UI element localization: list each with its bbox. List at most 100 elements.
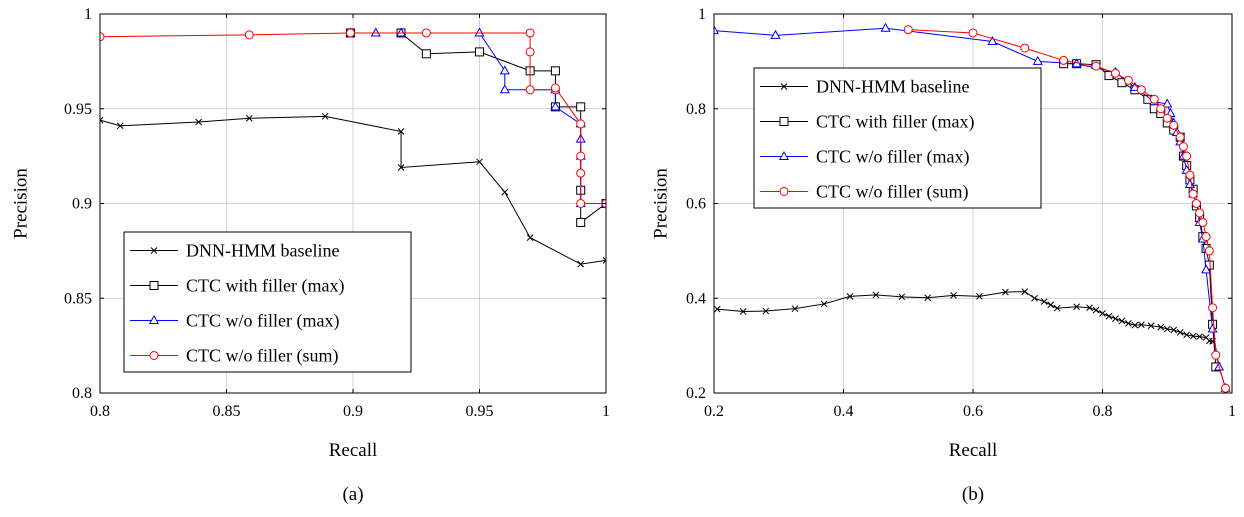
x-tick-label: 1 — [1228, 403, 1236, 420]
data-point — [872, 291, 880, 299]
data-point — [525, 28, 535, 38]
data-point — [987, 35, 998, 45]
data-point — [762, 307, 770, 315]
legend-marker — [778, 150, 790, 160]
x-tick-label: 0.6 — [963, 403, 983, 420]
y-tick-label: 0.4 — [686, 290, 706, 307]
data-point — [1169, 120, 1179, 130]
data-point — [576, 168, 586, 178]
legend: DNN-HMM baseline CTC with filler (max) CTC… — [123, 231, 412, 373]
data-point — [576, 119, 586, 129]
subfigure-caption: (b) — [962, 484, 984, 505]
data-point — [924, 294, 932, 302]
y-tick-label: 0.8 — [72, 385, 92, 402]
legend-box — [123, 231, 412, 373]
x-axis-label: Recall — [949, 440, 998, 461]
y-tick-label: 0.6 — [686, 196, 706, 213]
series-line — [1063, 63, 1217, 367]
data-point — [100, 32, 105, 42]
data-point — [714, 305, 721, 313]
data-point — [1163, 325, 1171, 333]
legend-marker — [779, 117, 789, 126]
x-tick-label: 0.8 — [90, 403, 110, 420]
legend-label: DNN-HMM baseline — [186, 241, 339, 261]
data-point — [880, 22, 891, 32]
data-point — [1198, 217, 1208, 227]
data-point — [474, 27, 485, 37]
legend-label: DNN-HMM baseline — [816, 77, 969, 97]
series-ctc-w-o-filler-sum- — [100, 28, 606, 208]
data-point — [1073, 303, 1080, 311]
y-axis-label: Precision — [10, 168, 31, 239]
data-point — [195, 118, 203, 126]
legend-label: CTC with filler (max) — [186, 276, 344, 297]
data-point — [1156, 104, 1166, 114]
data-point — [476, 158, 483, 166]
data-point — [1182, 151, 1192, 161]
data-point — [714, 25, 720, 35]
data-point — [1059, 55, 1069, 65]
legend-label: CTC w/o filler (sum) — [186, 346, 338, 367]
data-point — [1188, 189, 1198, 199]
data-point — [846, 293, 854, 300]
data-point — [1201, 232, 1211, 242]
data-point — [525, 47, 535, 57]
data-point — [1047, 301, 1055, 309]
data-point — [1207, 323, 1218, 333]
series-line — [100, 115, 606, 265]
data-point — [1196, 333, 1203, 340]
legend-marker — [149, 281, 159, 290]
data-point — [100, 116, 104, 124]
series-line — [350, 32, 606, 204]
x-tick-label: 0.85 — [213, 403, 241, 420]
data-point — [321, 112, 329, 120]
data-point — [397, 164, 405, 171]
data-point — [739, 308, 747, 315]
data-point — [1123, 75, 1133, 85]
data-point — [1020, 43, 1030, 53]
data-point — [1211, 350, 1221, 360]
series-ctc-with-filler-max- — [345, 28, 606, 227]
series-dnn-hmm-baseline — [714, 288, 1216, 345]
legend-marker — [149, 351, 159, 360]
data-point — [1221, 383, 1231, 393]
data-point — [421, 49, 431, 59]
data-point — [1178, 142, 1188, 152]
x-axis-label: Recall — [329, 440, 378, 461]
data-point — [1105, 312, 1113, 320]
data-point — [576, 199, 586, 208]
data-point — [1112, 315, 1119, 322]
data-point — [550, 66, 560, 76]
data-point — [1031, 294, 1038, 302]
data-point — [1201, 264, 1212, 274]
data-point — [791, 305, 799, 313]
data-point — [1136, 85, 1146, 95]
data-point — [577, 260, 585, 268]
legend-box — [753, 67, 1042, 209]
x-tick-label: 1 — [602, 403, 610, 420]
data-point — [1157, 323, 1165, 331]
legend-marker — [779, 187, 789, 196]
data-point — [244, 30, 254, 40]
data-point — [1191, 199, 1201, 208]
x-tick-label: 0.8 — [1093, 403, 1113, 420]
data-point — [576, 102, 586, 112]
data-point — [602, 256, 606, 264]
data-point — [550, 83, 560, 93]
data-point — [1086, 304, 1093, 312]
chart-b: 0.2 0.4 0.6 0.8 1 0.2 0.4 0.6 0.8 1 Recall Precisio… — [650, 6, 1236, 505]
data-point — [1137, 321, 1145, 329]
series-ctc-w-o-filler-sum- — [903, 25, 1231, 393]
data-point — [1002, 288, 1009, 296]
y-axis-label: Precision — [650, 168, 671, 239]
data-point — [1125, 320, 1132, 327]
data-point — [1099, 310, 1106, 317]
data-point — [525, 85, 535, 95]
data-point — [1183, 331, 1191, 339]
data-point — [1118, 317, 1126, 325]
data-point — [1162, 98, 1173, 108]
data-point — [1040, 298, 1048, 305]
data-point — [1175, 132, 1185, 142]
data-point — [345, 28, 355, 38]
